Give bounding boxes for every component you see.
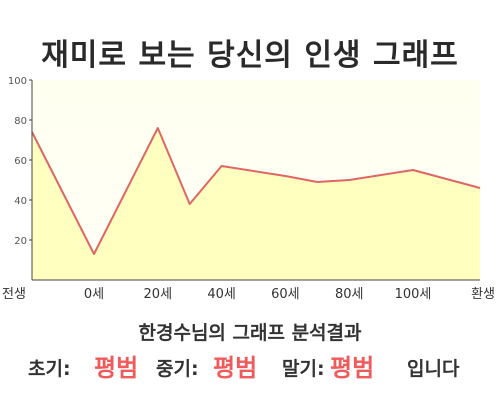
area-fill	[32, 128, 480, 280]
y-tick-label: 80	[14, 116, 27, 127]
early-value: 평범	[94, 354, 139, 382]
x-tick-label: 전생	[2, 287, 26, 302]
y-tick-label: 20	[14, 236, 27, 247]
y-tick-label: 60	[14, 156, 27, 167]
mid-label: 중기:	[156, 358, 199, 380]
mid-value: 평범	[213, 354, 258, 382]
x-tick-label: 80세	[335, 287, 364, 302]
life-graph-chart: 20 40 60 80 100 전생 0세 20세 40세 60세 80세 100세 환생	[2, 76, 495, 302]
analysis-results: 초기: 평범 중기: 평범 말기: 평범 입니다	[0, 347, 500, 382]
x-tick-label: 60세	[271, 287, 300, 302]
series-line	[31, 127, 481, 255]
x-tick-label: 40세	[207, 287, 236, 302]
x-tick-label: 0세	[84, 287, 104, 302]
page-title: 재미로 보는 당신의 인생 그래프	[41, 38, 459, 73]
late-label: 말기:	[282, 358, 325, 380]
late-value: 평범	[330, 354, 375, 382]
analysis-title: 한경수님의 그래프 분석결과	[138, 322, 362, 344]
y-tick-label: 40	[14, 196, 27, 207]
ending-text: 입니다	[407, 358, 460, 380]
early-label: 초기:	[28, 358, 71, 380]
x-tick-label: 100세	[395, 287, 432, 302]
x-tick-label: 20세	[144, 287, 173, 302]
y-tick-label: 100	[8, 76, 27, 87]
x-tick-label: 환생	[471, 287, 495, 302]
